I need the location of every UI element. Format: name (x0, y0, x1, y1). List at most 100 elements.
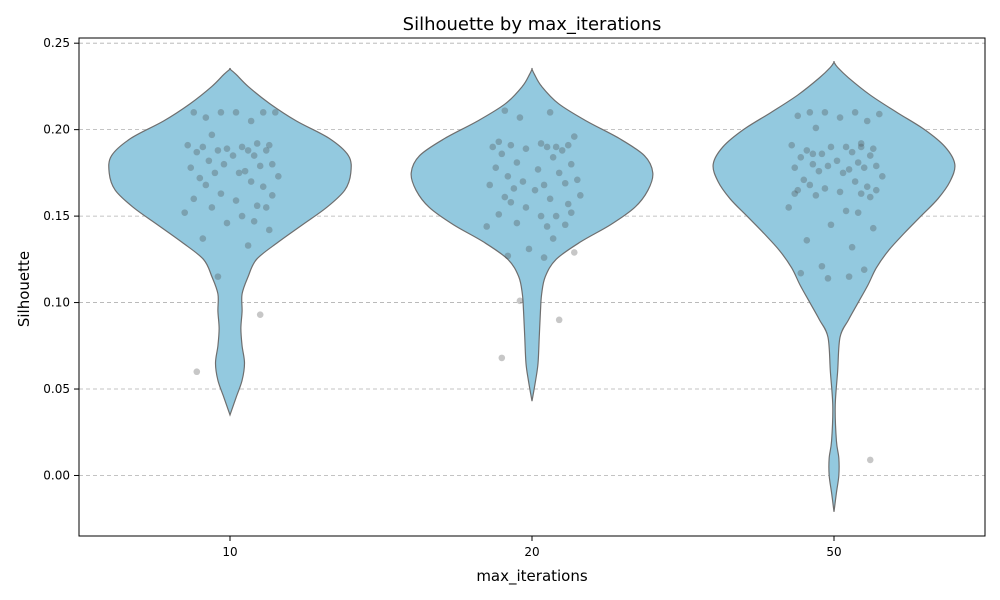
y-tick-label: 0.15 (43, 209, 70, 223)
data-point (232, 197, 240, 204)
data-point (516, 297, 524, 305)
data-point (181, 209, 188, 216)
data-point (202, 114, 210, 121)
data-point (879, 173, 886, 180)
data-point (812, 192, 820, 199)
data-point (250, 217, 258, 225)
data-point (504, 173, 512, 180)
data-point (531, 186, 539, 194)
data-point (501, 193, 509, 201)
data-point (238, 143, 246, 151)
data-point (848, 148, 856, 156)
data-point (492, 164, 500, 171)
data-point (827, 143, 835, 151)
data-point (537, 212, 545, 220)
data-point (794, 112, 802, 120)
data-point (797, 154, 805, 161)
violin-10 (108, 67, 352, 417)
data-point (504, 252, 512, 260)
data-point (522, 145, 530, 152)
data-point (522, 204, 530, 211)
data-point (486, 181, 494, 189)
data-point (866, 456, 874, 464)
data-point (262, 204, 270, 211)
violin-20 (410, 67, 654, 402)
data-point (268, 192, 276, 199)
data-point (845, 273, 853, 280)
data-point (546, 109, 554, 116)
data-point (854, 209, 862, 216)
data-point (803, 237, 811, 244)
data-point (564, 141, 572, 149)
data-point (842, 207, 850, 215)
data-point (516, 114, 524, 121)
y-tick-label: 0.10 (43, 296, 70, 310)
data-point (196, 174, 204, 182)
data-points (181, 107, 886, 464)
data-point (806, 109, 814, 116)
data-point (821, 109, 829, 116)
data-point (791, 164, 799, 171)
data-point (223, 219, 231, 227)
data-point (555, 169, 563, 177)
data-point (253, 202, 261, 210)
y-tick-label: 0.05 (43, 382, 70, 396)
data-point (247, 178, 255, 185)
data-point (247, 117, 255, 125)
data-point (827, 221, 835, 229)
x-tick-label: 20 (524, 545, 539, 559)
data-point (564, 200, 572, 208)
data-point (857, 190, 865, 197)
data-point (540, 181, 548, 189)
data-point (208, 131, 216, 139)
data-point (235, 169, 243, 177)
x-axis-label: max_iterations (476, 567, 588, 586)
data-point (815, 167, 823, 175)
data-point (217, 109, 225, 116)
data-point (574, 176, 581, 184)
data-point (848, 243, 856, 251)
data-point (812, 124, 820, 132)
data-point (785, 204, 792, 211)
data-point (507, 198, 515, 206)
data-point (262, 147, 270, 154)
data-point (238, 212, 246, 220)
data-point (555, 316, 563, 324)
x-tick-label: 50 (826, 545, 841, 559)
data-point (869, 224, 877, 232)
data-point (549, 235, 557, 242)
data-point (561, 221, 569, 229)
data-point (824, 162, 832, 170)
data-point (256, 311, 264, 318)
data-point (244, 147, 252, 154)
data-point (202, 181, 210, 189)
data-point (836, 114, 844, 121)
data-point (190, 195, 198, 203)
data-point (851, 178, 859, 185)
data-point (208, 204, 216, 211)
data-point (534, 166, 542, 173)
data-point (483, 223, 491, 230)
x-tick-label: 10 (222, 545, 237, 559)
data-point (498, 354, 506, 362)
data-point (788, 141, 796, 149)
data-point (214, 273, 222, 280)
data-point (489, 143, 497, 151)
data-point (857, 140, 865, 147)
data-point (259, 183, 267, 191)
data-point (199, 143, 207, 151)
data-point (184, 141, 192, 149)
data-point (833, 157, 841, 165)
data-point (537, 140, 545, 147)
data-point (259, 109, 267, 116)
data-point (872, 186, 880, 194)
data-point (187, 164, 195, 171)
data-point (866, 152, 874, 159)
data-point (866, 193, 874, 201)
data-point (570, 133, 578, 140)
data-point (275, 173, 282, 180)
data-point (854, 159, 862, 166)
data-point (232, 109, 240, 116)
data-point (217, 190, 225, 197)
